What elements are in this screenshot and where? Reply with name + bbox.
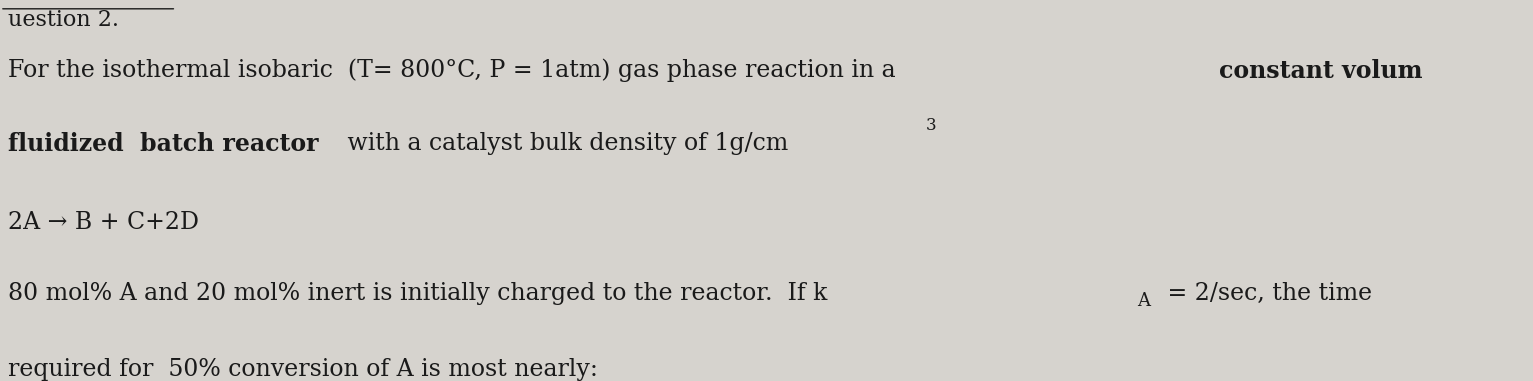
Text: 2A → B + C+2D: 2A → B + C+2D xyxy=(8,211,199,234)
Text: fluidized  batch reactor: fluidized batch reactor xyxy=(8,132,319,156)
Text: constant volum: constant volum xyxy=(1219,59,1423,83)
Text: required for  50% conversion of A is most nearly:: required for 50% conversion of A is most… xyxy=(8,358,598,381)
Text: A: A xyxy=(1137,292,1150,310)
Text: with a catalyst bulk density of 1g/cm: with a catalyst bulk density of 1g/cm xyxy=(340,132,788,155)
Text: 3: 3 xyxy=(926,117,937,134)
Text: 80 mol% A and 20 mol% inert is initially charged to the reactor.  If k: 80 mol% A and 20 mol% inert is initially… xyxy=(8,282,826,305)
Text: = 2/sec, the time: = 2/sec, the time xyxy=(1160,282,1372,305)
Text: uestion 2.: uestion 2. xyxy=(8,9,118,31)
Text: For the isothermal isobaric  (T= 800°C, P = 1atm) gas phase reaction in a: For the isothermal isobaric (T= 800°C, P… xyxy=(8,59,903,82)
